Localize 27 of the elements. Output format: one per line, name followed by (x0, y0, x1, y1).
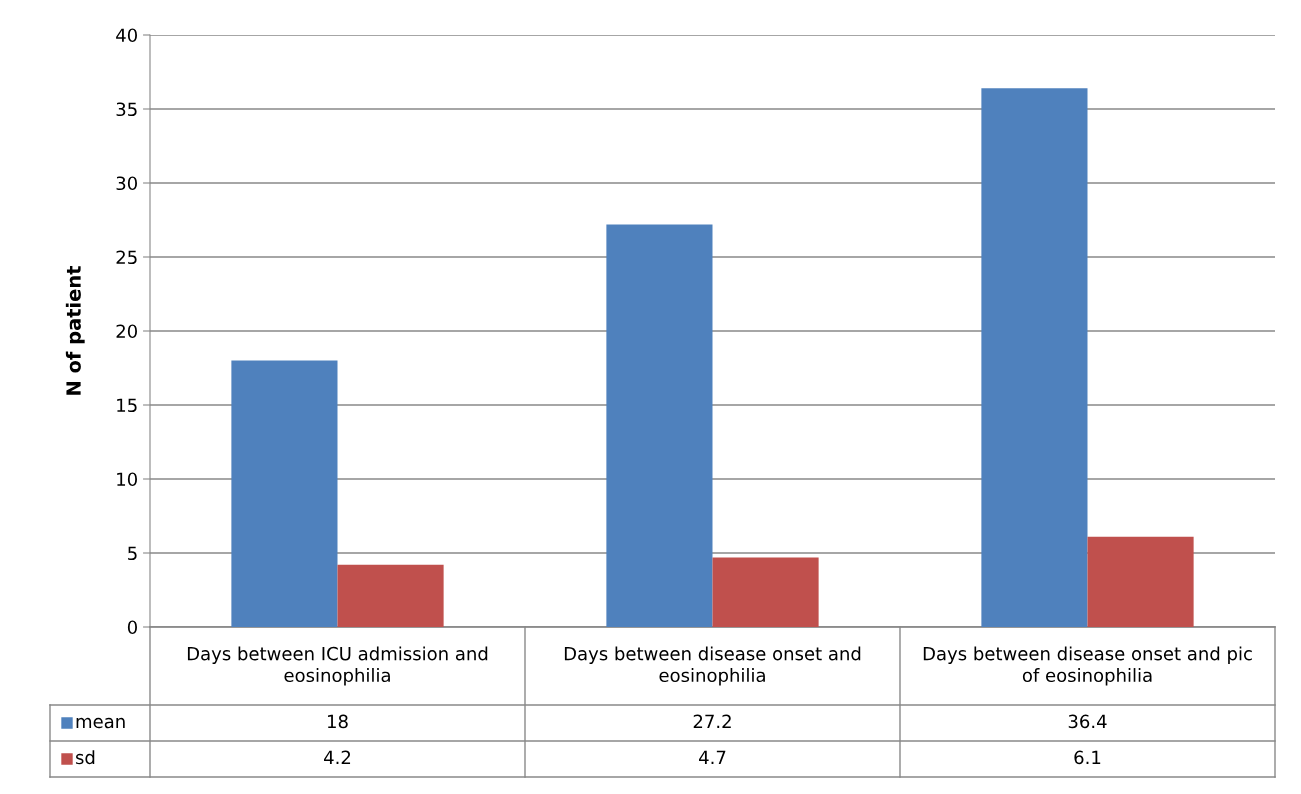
y-tick-label: 35 (116, 102, 137, 117)
legend-label: mean (76, 717, 125, 729)
bar (981, 88, 1088, 627)
bar (1087, 536, 1194, 627)
bar (712, 557, 819, 627)
bar (606, 224, 713, 627)
x-tick-label: Days between disease onset and pic of eosinophilia (923, 646, 1252, 686)
bar (337, 564, 444, 627)
data-label: 27.2 (693, 714, 731, 728)
y-tick-label: 40 (116, 28, 137, 43)
x-tick-label: Days between disease onset and eosinophilia (564, 646, 861, 686)
y-tick-label: 30 (116, 176, 137, 191)
y-tick-label: 10 (117, 472, 137, 487)
y-tick-label: 5 (128, 546, 137, 561)
y-tick-label: 0 (127, 620, 137, 635)
data-label: 4.2 (324, 750, 351, 764)
y-tick-label: 15 (117, 398, 137, 413)
y-tick-label: 20 (116, 324, 137, 339)
y-axis-title: N of patient (65, 265, 85, 395)
data-label: 18 (328, 714, 348, 729)
data-label: 6.1 (1074, 750, 1101, 765)
y-tick-label: 25 (116, 250, 137, 265)
x-tick-label: Days between ICU admission and eosinophilia (187, 646, 488, 686)
data-label: 4.7 (699, 750, 726, 764)
data-label: 36.4 (1068, 714, 1107, 729)
legend-label: sd (75, 750, 95, 765)
bar (231, 360, 338, 627)
